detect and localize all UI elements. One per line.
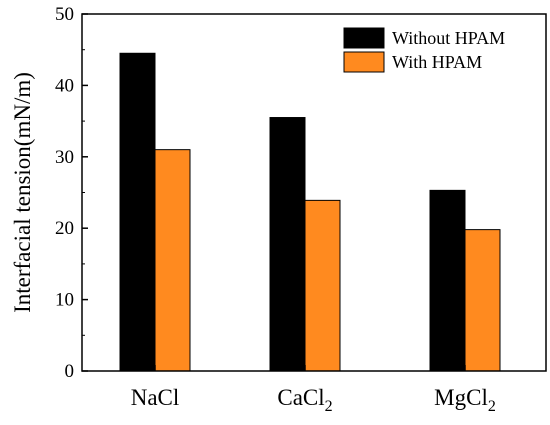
legend-swatch-0 <box>343 27 385 49</box>
bar-without-hpam-0 <box>119 52 156 372</box>
y-tick-label: 30 <box>55 147 74 168</box>
axes-layer: 0 10 20 30 40 50 NaCl CaCl2 MgCl2 Interfacial ten… <box>10 4 547 415</box>
bar-without-hpam-1 <box>269 117 306 372</box>
legend-label-0: Without HPAM <box>392 28 505 48</box>
bars-layer <box>119 52 501 372</box>
bar-without-hpam-2 <box>429 189 466 372</box>
bar-with-hpam-2 <box>464 229 501 372</box>
y-axis-label: Interfacial tension(mN/m) <box>10 72 35 313</box>
y-tick-label: 40 <box>55 75 74 96</box>
x-category-label: NaCl <box>131 385 180 410</box>
x-category-label: CaCl2 <box>277 385 332 415</box>
legend-label-1: With HPAM <box>392 52 482 72</box>
legend-swatch-1 <box>343 51 385 73</box>
x-category-label: MgCl2 <box>434 385 496 415</box>
bar-with-hpam-1 <box>304 199 341 372</box>
legend: Without HPAM With HPAM <box>343 27 505 73</box>
y-tick-label: 0 <box>65 361 75 382</box>
y-tick-label: 20 <box>55 218 74 239</box>
y-tick-label: 10 <box>55 290 74 311</box>
bar-with-hpam-0 <box>154 149 191 372</box>
y-tick-label: 50 <box>55 4 74 25</box>
